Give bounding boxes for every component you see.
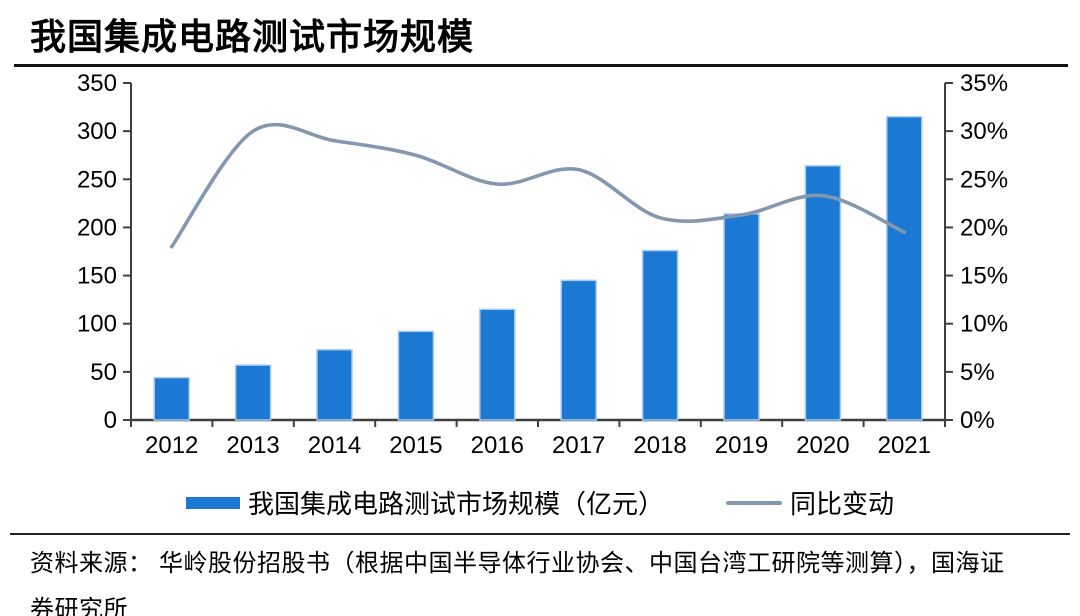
page-title: 我国集成电路测试市场规模 bbox=[30, 16, 475, 57]
bar-2018 bbox=[641, 249, 679, 421]
right-axis-label: 30% bbox=[960, 118, 1008, 145]
left-axis-label: 200 bbox=[77, 214, 117, 241]
x-label-2019: 2019 bbox=[715, 432, 768, 459]
right-axis-label: 0% bbox=[960, 407, 995, 434]
x-label-2016: 2016 bbox=[471, 432, 524, 459]
bar-2019 bbox=[723, 213, 760, 421]
left-axis-label: 300 bbox=[77, 118, 117, 145]
left-axis-label: 100 bbox=[77, 311, 117, 338]
bar-2015 bbox=[397, 330, 435, 421]
x-label-2018: 2018 bbox=[633, 432, 686, 459]
source-line1: 资料来源： 华岭股份招股书（根据中国半导体行业协会、中国台湾工研院等测算），国海… bbox=[30, 551, 1005, 577]
source-divider bbox=[10, 533, 1070, 535]
x-label-2012: 2012 bbox=[145, 432, 198, 459]
line-legend-label: 同比变动 bbox=[790, 490, 895, 519]
legend-item-bars: 我国集成电路测试市场规模（亿元） bbox=[185, 484, 664, 521]
market-size-chart: 0 0% 50 5% 100 10% 150 15% 200 20% 250 25% 300 30% 350… bbox=[77, 70, 1008, 459]
bar-2020 bbox=[804, 165, 842, 421]
right-axis-label: 10% bbox=[960, 311, 1008, 338]
right-axis-label: 35% bbox=[960, 70, 1008, 97]
bar-legend-label: 我国集成电路测试市场规模（亿元） bbox=[247, 490, 664, 519]
growth-line bbox=[169, 122, 907, 249]
x-label-2021: 2021 bbox=[878, 432, 931, 459]
x-label-2017: 2017 bbox=[552, 432, 605, 459]
right-axis-label: 15% bbox=[960, 263, 1008, 290]
bar-2012 bbox=[153, 376, 190, 421]
right-axis-label: 25% bbox=[960, 166, 1008, 193]
x-label-2015: 2015 bbox=[389, 432, 442, 459]
left-axis-label: 150 bbox=[77, 263, 117, 290]
source-line2: 券研究所 bbox=[30, 597, 128, 616]
bar-2014 bbox=[316, 348, 353, 421]
bar-2013 bbox=[234, 364, 272, 421]
left-axis-label: 50 bbox=[90, 359, 117, 386]
line-legend-swatch bbox=[726, 500, 782, 505]
chart-legend: 我国集成电路测试市场规模（亿元） 同比变动 bbox=[0, 484, 1080, 521]
bar-2021 bbox=[886, 115, 923, 421]
x-label-2020: 2020 bbox=[796, 432, 849, 459]
right-axis-label: 20% bbox=[960, 214, 1008, 241]
bar-2017 bbox=[560, 279, 597, 421]
left-axis-label: 250 bbox=[77, 166, 117, 193]
left-axis-label: 350 bbox=[77, 70, 117, 97]
right-axis-label: 5% bbox=[960, 359, 995, 386]
source-text: 资料来源： 华岭股份招股书（根据中国半导体行业协会、中国台湾工研院等测算），国海… bbox=[30, 541, 1060, 616]
x-label-2013: 2013 bbox=[226, 432, 279, 459]
left-axis-label: 0 bbox=[104, 407, 117, 434]
x-label-2014: 2014 bbox=[308, 432, 361, 459]
legend-item-line: 同比变动 bbox=[726, 484, 894, 521]
bar-legend-swatch bbox=[185, 496, 240, 509]
bar-2016 bbox=[479, 308, 516, 421]
title-divider bbox=[14, 64, 1068, 67]
